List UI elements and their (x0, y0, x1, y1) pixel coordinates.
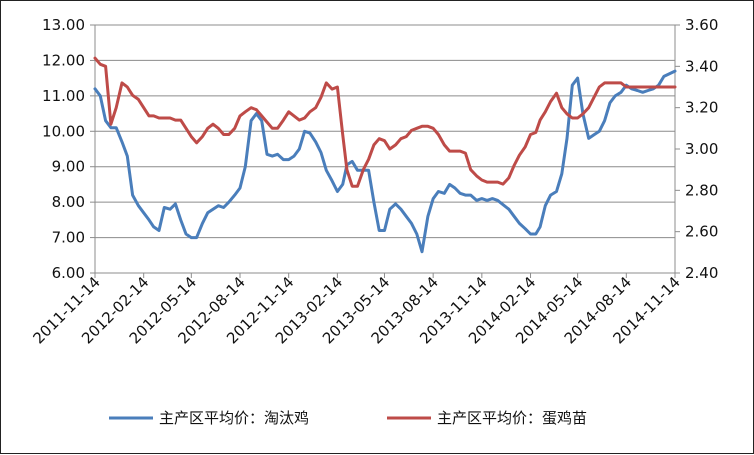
series-lines (93, 56, 677, 254)
right-tick-label: 2.80 (685, 181, 718, 199)
left-tick-label: 13.00 (42, 16, 85, 34)
right-tick-label: 3.20 (685, 99, 718, 117)
legend-label-1: 主产区平均价：淘汰鸡 (159, 409, 309, 427)
x-axis-ticks: 2011-11-142012-02-142012-05-142012-08-14… (29, 273, 684, 347)
left-axis-ticks: 6.00 7.00 8.00 9.00 10.00 11.00 12.00 13.00 (42, 16, 95, 282)
left-tick-label: 10.00 (42, 122, 85, 140)
series-line-2 (93, 56, 677, 188)
right-tick-label: 2.40 (685, 264, 718, 282)
right-tick-label: 3.60 (685, 16, 718, 34)
legend-label-2: 主产区平均价：蛋鸡苗 (437, 409, 587, 427)
legend: 主产区平均价：淘汰鸡 主产区平均价：蛋鸡苗 (109, 409, 587, 427)
left-tick-label: 6.00 (52, 264, 85, 282)
left-tick-label: 8.00 (52, 193, 85, 211)
gridlines (94, 24, 676, 274)
left-tick-label: 12.00 (42, 51, 85, 69)
right-tick-label: 3.00 (685, 140, 718, 158)
right-tick-label: 3.40 (685, 57, 718, 75)
right-axis-ticks: 2.40 2.60 2.80 3.00 3.20 3.40 3.60 (675, 16, 718, 282)
right-tick-label: 2.60 (685, 223, 718, 241)
left-tick-label: 7.00 (52, 229, 85, 247)
left-tick-label: 9.00 (52, 158, 85, 176)
series-line-1 (93, 69, 677, 254)
left-tick-label: 11.00 (42, 87, 85, 105)
